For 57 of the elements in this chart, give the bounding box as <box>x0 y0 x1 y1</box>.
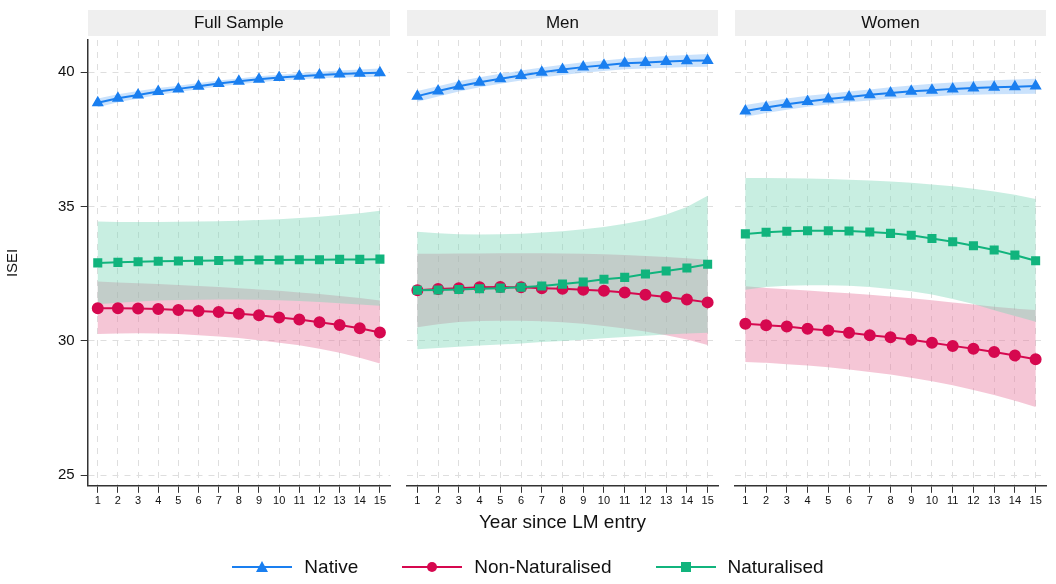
legend-label: Non-Naturalised <box>474 556 612 578</box>
y-tick-label: 30 <box>58 330 75 348</box>
x-tick-label: 3 <box>135 494 142 507</box>
x-tick-label: 4 <box>476 494 483 507</box>
chart-title: Men <box>407 10 718 36</box>
x-tick-label: 4 <box>155 494 162 507</box>
x-tick-label: 5 <box>175 494 182 507</box>
x-tick-label: 2 <box>435 494 442 507</box>
x-tick-label: 9 <box>908 494 915 507</box>
x-tick-label: 15 <box>373 494 387 507</box>
x-tick-label: 2 <box>114 494 121 507</box>
x-tick-label: 12 <box>967 494 980 507</box>
x-tick-label: 7 <box>866 494 873 507</box>
x-tick-label: 6 <box>517 494 525 507</box>
x-tick-label: 11 <box>293 494 306 507</box>
x-tick-label: 15 <box>1029 494 1042 507</box>
x-tick-label: 10 <box>597 494 611 507</box>
x-tick-label: 2 <box>763 494 770 507</box>
x-tick-label: 13 <box>660 494 673 507</box>
x-tick-label: 1 <box>94 494 101 507</box>
x-tick-label: 8 <box>235 494 242 507</box>
y-axis-title: ISEI <box>3 248 21 278</box>
x-tick-label: 3 <box>783 494 790 507</box>
x-tick-label: 9 <box>580 494 587 507</box>
x-tick-label: 5 <box>497 494 504 507</box>
x-tick-label: 7 <box>215 494 222 507</box>
x-tick-label: 11 <box>946 494 959 507</box>
chart-title: Women <box>735 10 1046 36</box>
x-tick-label: 12 <box>639 494 652 507</box>
y-tick-label: 40 <box>58 62 75 80</box>
x-tick-label: 8 <box>887 494 894 507</box>
x-tick-label: 1 <box>742 494 749 507</box>
y-tick-label: 25 <box>58 465 75 483</box>
x-tick-label: 13 <box>988 494 1001 507</box>
x-tick-label: 10 <box>925 494 939 507</box>
x-tick-label: 3 <box>455 494 462 507</box>
x-tick-label: 10 <box>273 494 286 507</box>
x-axis-title: Year since LM entry <box>477 511 648 533</box>
y-tick-label: 35 <box>58 196 75 214</box>
legend-label: Native <box>304 556 359 578</box>
x-tick-label: 4 <box>804 494 811 507</box>
x-tick-label: 5 <box>825 494 832 507</box>
x-tick-label: 13 <box>333 494 346 507</box>
x-tick-label: 15 <box>701 494 714 507</box>
x-tick-label: 14 <box>353 494 366 507</box>
x-tick-label: 6 <box>845 494 853 507</box>
x-tick-label: 11 <box>618 494 631 507</box>
x-tick-label: 12 <box>313 494 326 507</box>
x-tick-label: 14 <box>1008 494 1022 507</box>
x-tick-label: 9 <box>255 494 263 507</box>
x-tick-label: 14 <box>680 494 694 507</box>
chart-title: Full Sample <box>87 10 390 36</box>
x-tick-label: 6 <box>195 494 202 507</box>
x-tick-label: 8 <box>559 494 566 507</box>
legend-label: Naturalised <box>727 556 824 578</box>
x-tick-label: 1 <box>414 494 421 507</box>
x-tick-label: 7 <box>538 494 545 507</box>
